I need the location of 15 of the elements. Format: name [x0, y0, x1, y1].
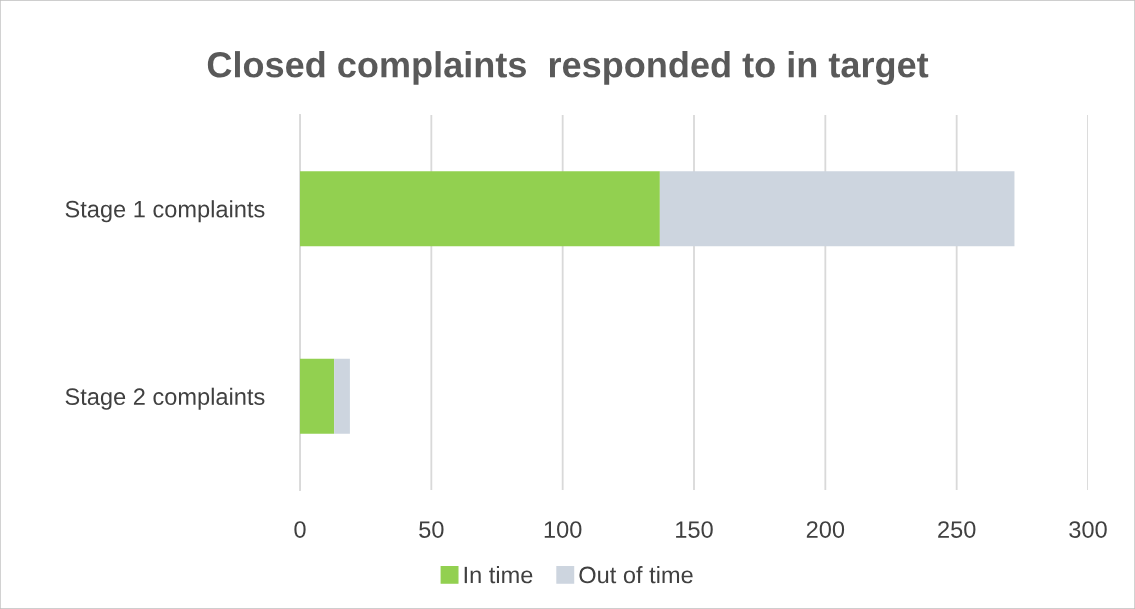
- legend-label: In time: [464, 565, 533, 584]
- legend-label: Out of time: [579, 565, 693, 584]
- x-tick-label: 50: [419, 521, 444, 538]
- y-tick-label: Stage 2 complaints: [65, 387, 265, 410]
- bar: [300, 358, 335, 434]
- x-tick-label: 300: [1069, 521, 1107, 538]
- x-tick-label: 150: [676, 521, 713, 538]
- x-tick-label: 200: [806, 521, 845, 538]
- x-tick-label: 100: [544, 521, 582, 538]
- y-tick-label: Stage 1 complaints: [65, 200, 265, 223]
- bar: [300, 171, 660, 247]
- bar: [334, 358, 350, 434]
- x-tick-label: 250: [938, 521, 976, 538]
- chart-title: Closed complaints responded to in target: [207, 51, 929, 85]
- x-tick-label: 0: [294, 521, 306, 538]
